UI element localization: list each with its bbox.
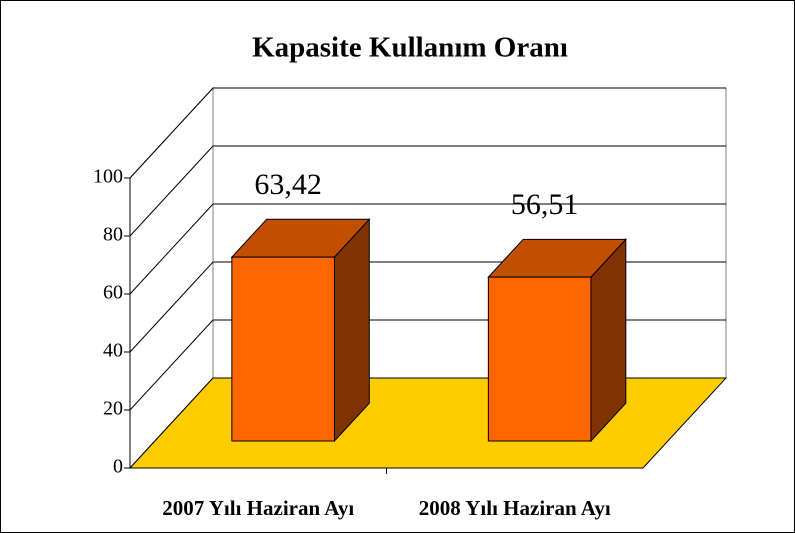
grid-line bbox=[129, 203, 726, 295]
bar-front bbox=[231, 256, 335, 442]
y-tick-label: 100 bbox=[93, 166, 123, 188]
y-tick-label: 0 bbox=[113, 456, 123, 478]
bar bbox=[230, 218, 371, 443]
grid-line bbox=[129, 145, 726, 237]
bar bbox=[487, 238, 627, 443]
value-label: 63,42 bbox=[254, 168, 322, 201]
bar-front bbox=[487, 276, 592, 442]
y-tick-label: 40 bbox=[103, 340, 123, 362]
y-tick-label: 20 bbox=[103, 398, 123, 420]
bar-side bbox=[333, 218, 370, 443]
x-tick-label: 2008 Yılı Haziran Ayı bbox=[419, 496, 611, 520]
value-label: 56,51 bbox=[511, 188, 579, 221]
x-tick-label: 2007 Yılı Haziran Ayı bbox=[162, 496, 354, 520]
grid-line bbox=[129, 87, 726, 179]
y-tick-label: 60 bbox=[103, 282, 123, 304]
floor bbox=[128, 377, 728, 469]
y-tick-label: 80 bbox=[103, 224, 123, 246]
chart-title: Kapasite Kullanım Oranı bbox=[252, 32, 568, 64]
